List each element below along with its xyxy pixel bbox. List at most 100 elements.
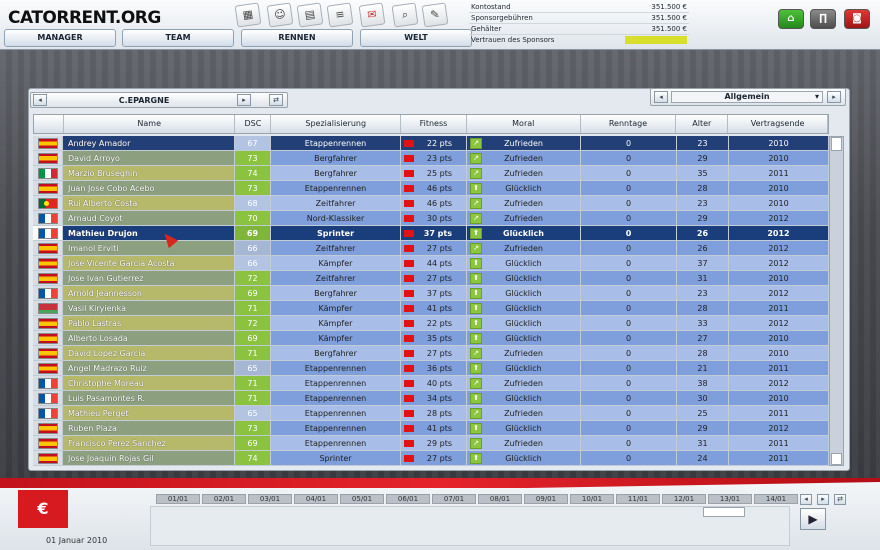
timeline-day[interactable]: 13/01 [708,494,752,504]
mail-icon[interactable]: ✉ [358,2,386,28]
rider-name[interactable]: Alberto Losada [63,331,235,346]
col-alter[interactable]: Alter [676,115,729,133]
money-icon[interactable]: ▤ [296,2,324,28]
rider-name[interactable]: Rui Alberto Costa [63,196,235,211]
table-scrollbar[interactable] [829,136,844,466]
timeline-day[interactable]: 05/01 [340,494,384,504]
nav-welt-button[interactable]: WELT [360,29,472,47]
timeline-day[interactable]: 06/01 [386,494,430,504]
nav-manager-button[interactable]: MANAGER [4,29,116,47]
team-swap-button[interactable]: ⇄ [269,94,283,106]
calendar-icon[interactable]: ▦ [234,2,262,28]
rider-name[interactable]: Juan Jose Cobo Acebo [63,181,235,196]
rider-name[interactable]: Francisco Perez Sanchez [63,436,235,451]
rider-name[interactable]: Mathieu Perget [63,406,235,421]
rider-vertrag: 2012 [729,316,829,331]
rider-name[interactable]: Mathieu Drujon [63,226,235,241]
exit-icon[interactable]: ◙ [844,9,870,29]
search-icon[interactable]: ⌕ [391,2,419,28]
rider-fitness: 40 pts [401,376,467,391]
col-fitness[interactable]: Fitness [401,115,467,133]
view-next-button[interactable]: ▸ [827,91,841,103]
timeline-day[interactable]: 04/01 [294,494,338,504]
rider-name[interactable]: Jose Joaquin Rojas Gil [63,451,235,466]
table-row[interactable]: Imanol Erviti 66 Zeitfahrer 27 pts ↗ Zufriede… [33,241,829,256]
rider-name[interactable]: Imanol Erviti [63,241,235,256]
timeline-day[interactable]: 12/01 [662,494,706,504]
timeline-day[interactable]: 01/01 [156,494,200,504]
timeline-prev-button[interactable]: ◂ [800,494,812,505]
rider-name[interactable]: Luis Pasamontes R. [63,391,235,406]
rider-name[interactable]: Angel Madrazo Ruiz [63,361,235,376]
rider-name[interactable]: Arnold Jeannesson [63,286,235,301]
document-icon[interactable]: ≡ [326,2,354,28]
timeline-day[interactable]: 10/01 [570,494,614,504]
table-row[interactable]: Jose Joaquin Rojas Gil 74 Sprinter 27 pts ⬆ G… [33,451,829,466]
view-dropdown[interactable]: Allgemein ▾ [671,91,823,103]
timeline-reset-button[interactable]: ⇄ [834,494,846,505]
table-row[interactable]: Ruben Plaza 73 Etappenrennen 41 pts ⬆ Glückli… [33,421,829,436]
flag-cell [33,181,63,196]
table-row[interactable]: Jose Vicente Garcia Acosta 66 Kämpfer 44 pt… [33,256,829,271]
col-name[interactable]: Name [64,115,236,133]
table-row[interactable]: Mathieu Drujon 69 Sprinter 37 pts ⬆ Glücklich… [33,226,829,241]
rider-name[interactable]: Jose Ivan Gutierrez [63,271,235,286]
timeline-day[interactable]: 07/01 [432,494,476,504]
table-row[interactable]: Angel Madrazo Ruiz 65 Etappenrennen 36 pts ⬆… [33,361,829,376]
rider-name[interactable]: David Lopez Garcia [63,346,235,361]
table-row[interactable]: Andrey Amador 67 Etappenrennen 22 pts ↗ Zufri… [33,136,829,151]
table-row[interactable]: Rui Alberto Costa 68 Zeitfahrer 46 pts ↗ Zufr… [33,196,829,211]
nav-rennen-button[interactable]: RENNEN [241,29,353,47]
rider-name[interactable]: Vasil Kiryienka [63,301,235,316]
rider-name[interactable]: Andrey Amador [63,136,235,151]
view-prev-button[interactable]: ◂ [654,91,668,103]
home-icon[interactable]: ⌂ [778,9,804,29]
table-row[interactable]: David Lopez Garcia 71 Bergfahrer 27 pts ↗ Zuf… [33,346,829,361]
scroll-down-button[interactable] [831,453,842,465]
table-row[interactable]: Luis Pasamontes R. 71 Etappenrennen 34 pts ⬆… [33,391,829,406]
rider-moral-value: Zufrieden [504,214,543,223]
table-row[interactable]: Jose Ivan Gutierrez 72 Zeitfahrer 27 pts ⬆ Gl… [33,271,829,286]
table-row[interactable]: Marzio Bruseghin 74 Bergfahrer 25 pts ↗ Zufri… [33,166,829,181]
table-row[interactable]: Christophe Moreau 71 Etappenrennen 40 pts ↗ Z… [33,376,829,391]
col-vertrag[interactable]: Vertragsende [728,115,828,133]
table-row[interactable]: Alberto Losada 69 Kämpfer 35 pts ⬆ Glücklich 0… [33,331,829,346]
timeline-day[interactable]: 08/01 [478,494,522,504]
table-row[interactable]: Mathieu Perget 65 Etappenrennen 28 pts ↗ Zufr… [33,406,829,421]
team-prev-button[interactable]: ◂ [33,94,47,106]
timeline-day[interactable]: 02/01 [202,494,246,504]
nav-team-button[interactable]: TEAM [122,29,234,47]
rider-name[interactable]: Arnaud Coyot [63,211,235,226]
rider-name[interactable]: David Arroyo [63,151,235,166]
table-row[interactable]: David Arroyo 73 Bergfahrer 23 pts ↗ Zufrieden… [33,151,829,166]
col-moral[interactable]: Moral [467,115,581,133]
timeline-day[interactable]: 09/01 [524,494,568,504]
table-row[interactable]: Pablo Lastras 72 Kämpfer 22 pts ⬆ Glücklich 0 3… [33,316,829,331]
timeline-next-button[interactable]: ▸ [817,494,829,505]
table-row[interactable]: Arnold Jeannesson 69 Bergfahrer 37 pts ⬆ Glüc… [33,286,829,301]
col-dsc[interactable]: DSC [235,115,272,133]
rider-name[interactable]: Christophe Moreau [63,376,235,391]
scroll-thumb[interactable] [831,137,842,151]
table-row[interactable]: Francisco Perez Sanchez 69 Etappenrennen 29… [33,436,829,451]
fitness-indicator-icon [404,200,414,207]
continue-play-button[interactable]: ▶ [800,508,826,530]
col-renntage[interactable]: Renntage [581,115,677,133]
col-spec[interactable]: Spezialisierung [271,115,402,133]
timeline-day[interactable]: 11/01 [616,494,660,504]
team-next-button[interactable]: ▸ [237,94,251,106]
rider-name[interactable]: Ruben Plaza [63,421,235,436]
timeline-slider[interactable] [703,507,745,517]
table-row[interactable]: Vasil Kiryienka 71 Kämpfer 41 pts ⬆ Glücklich… [33,301,829,316]
options-icon[interactable]: ∏ [810,9,836,29]
timeline-day[interactable]: 03/01 [248,494,292,504]
manager-icon[interactable]: ☺ [266,2,294,28]
rider-name[interactable]: Jose Vicente Garcia Acosta [63,256,235,271]
rider-name[interactable]: Marzio Bruseghin [63,166,235,181]
table-row[interactable]: Arnaud Coyot 70 Nord-Klassiker 30 pts ↗ Zufri… [33,211,829,226]
table-row[interactable]: Juan Jose Cobo Acebo 73 Etappenrennen 46 pt… [33,181,829,196]
timeline-day[interactable]: 14/01 [754,494,798,504]
rider-name[interactable]: Pablo Lastras [63,316,235,331]
contract-icon[interactable]: ✎ [421,2,449,28]
fitness-indicator-icon [404,380,414,387]
